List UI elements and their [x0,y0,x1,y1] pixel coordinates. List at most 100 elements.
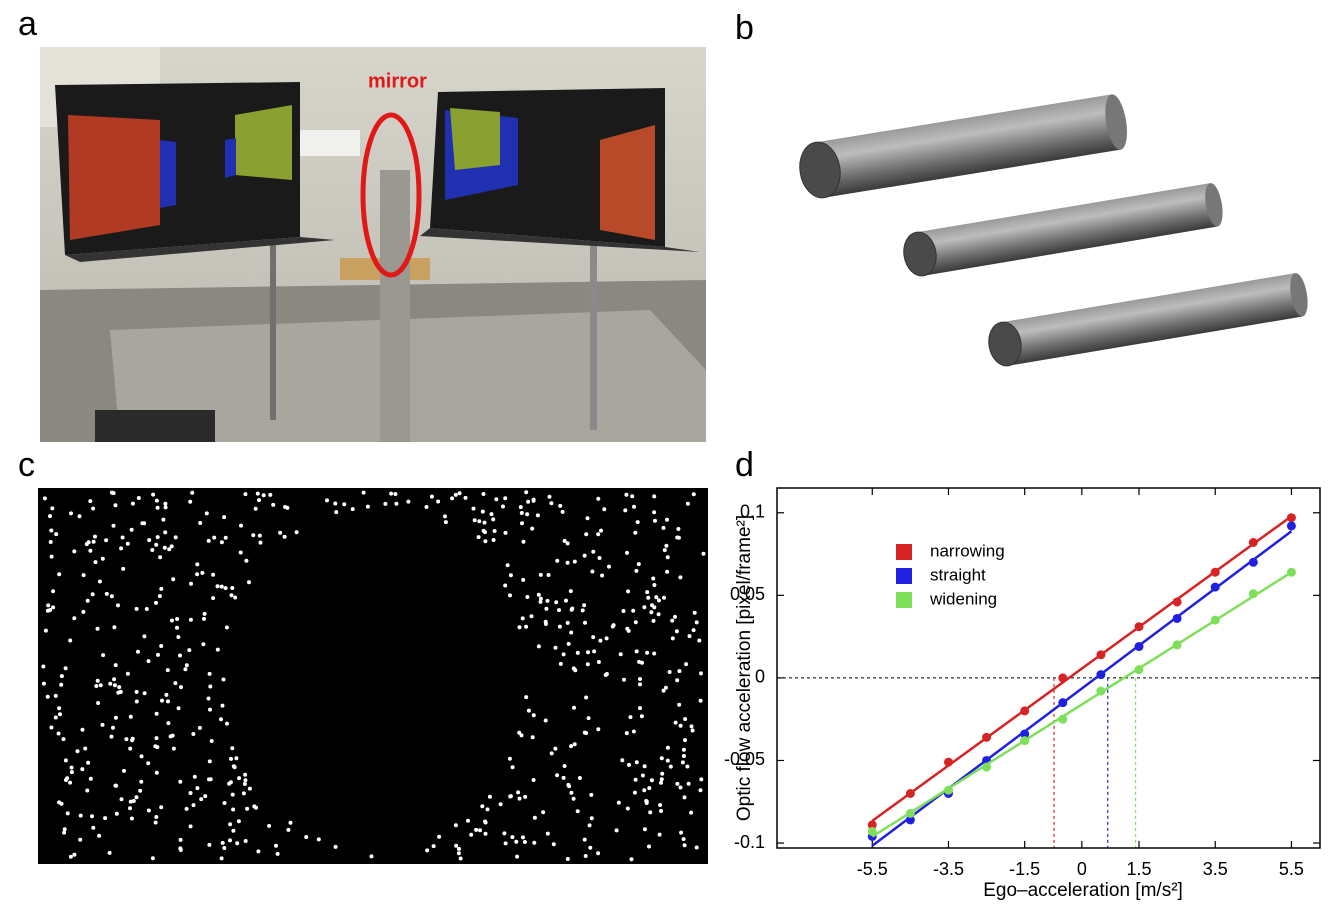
dots [41,490,706,862]
dot [543,718,548,723]
dot [62,827,67,832]
dot [243,772,248,777]
dot [178,653,182,658]
dot [80,767,85,772]
dot [689,724,694,729]
dot [565,560,570,565]
dot [614,828,619,833]
dot [361,490,366,495]
dot [176,706,181,711]
dot [93,560,98,565]
dot [95,626,100,631]
dot [538,572,543,577]
dot [584,532,589,537]
dot [195,786,200,791]
dot [485,807,490,812]
legend-swatch [896,568,912,584]
dot [429,494,434,499]
dot [553,746,558,751]
point [1248,589,1258,599]
dot [532,815,537,820]
dot [128,806,132,811]
dot [72,852,77,857]
dot [577,776,582,780]
dot [69,511,73,516]
dot [664,543,669,548]
dot [687,634,692,639]
dot [91,825,96,830]
dot [211,572,216,577]
dot [642,764,647,769]
dot [228,780,233,785]
point [1096,650,1106,660]
legend-swatch [896,544,912,560]
x-tick-label: 0 [1077,859,1087,879]
tube-opening [799,141,841,199]
dot [481,528,486,533]
dot [596,660,601,664]
dot [56,731,61,736]
dot [100,556,105,561]
point [982,732,992,742]
dot [684,662,689,667]
dot [555,558,560,563]
dot [463,495,468,500]
dot [569,790,574,795]
fit-line [871,571,1293,838]
dot [178,848,183,852]
point [905,808,915,818]
dot [491,538,496,542]
point [1210,567,1220,577]
dot [134,606,139,611]
mirror-marker [360,112,422,278]
dot [565,620,570,625]
dot [233,595,238,600]
dot [112,625,117,630]
dot [128,746,133,751]
dot [591,549,596,554]
dot [616,800,621,805]
dot [583,620,587,625]
dot [437,834,442,839]
dot [517,625,522,630]
dot [134,699,139,704]
dot [678,723,683,728]
dot [154,711,159,716]
dot [517,796,522,801]
dot [243,839,248,843]
dot [171,746,176,751]
point [1248,537,1258,547]
dot [654,595,659,600]
dot [569,630,574,635]
dot [230,792,235,797]
rod [590,120,597,430]
dot [676,527,681,531]
dot [519,511,524,515]
dot [692,610,697,615]
dot [113,663,118,668]
dot [585,662,590,667]
dot [489,512,494,517]
dot [195,562,200,567]
dot [494,497,499,502]
dot [154,498,159,503]
dot [144,607,149,611]
point [1286,521,1296,531]
dot [611,623,616,628]
dot [146,808,151,813]
dot [665,555,670,560]
stand [380,170,410,442]
dot [530,735,535,740]
dot [673,720,678,725]
dot [627,762,631,767]
dot [519,733,524,738]
dot [235,841,240,846]
dot [223,586,228,591]
panel-label: b [735,9,754,47]
dot [656,612,661,617]
dot [95,678,100,683]
dot [480,509,485,514]
dot [125,671,130,676]
dot [125,541,130,546]
dot [535,513,540,518]
